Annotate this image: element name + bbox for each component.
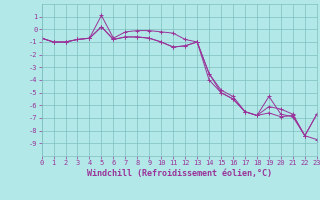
X-axis label: Windchill (Refroidissement éolien,°C): Windchill (Refroidissement éolien,°C) <box>87 169 272 178</box>
